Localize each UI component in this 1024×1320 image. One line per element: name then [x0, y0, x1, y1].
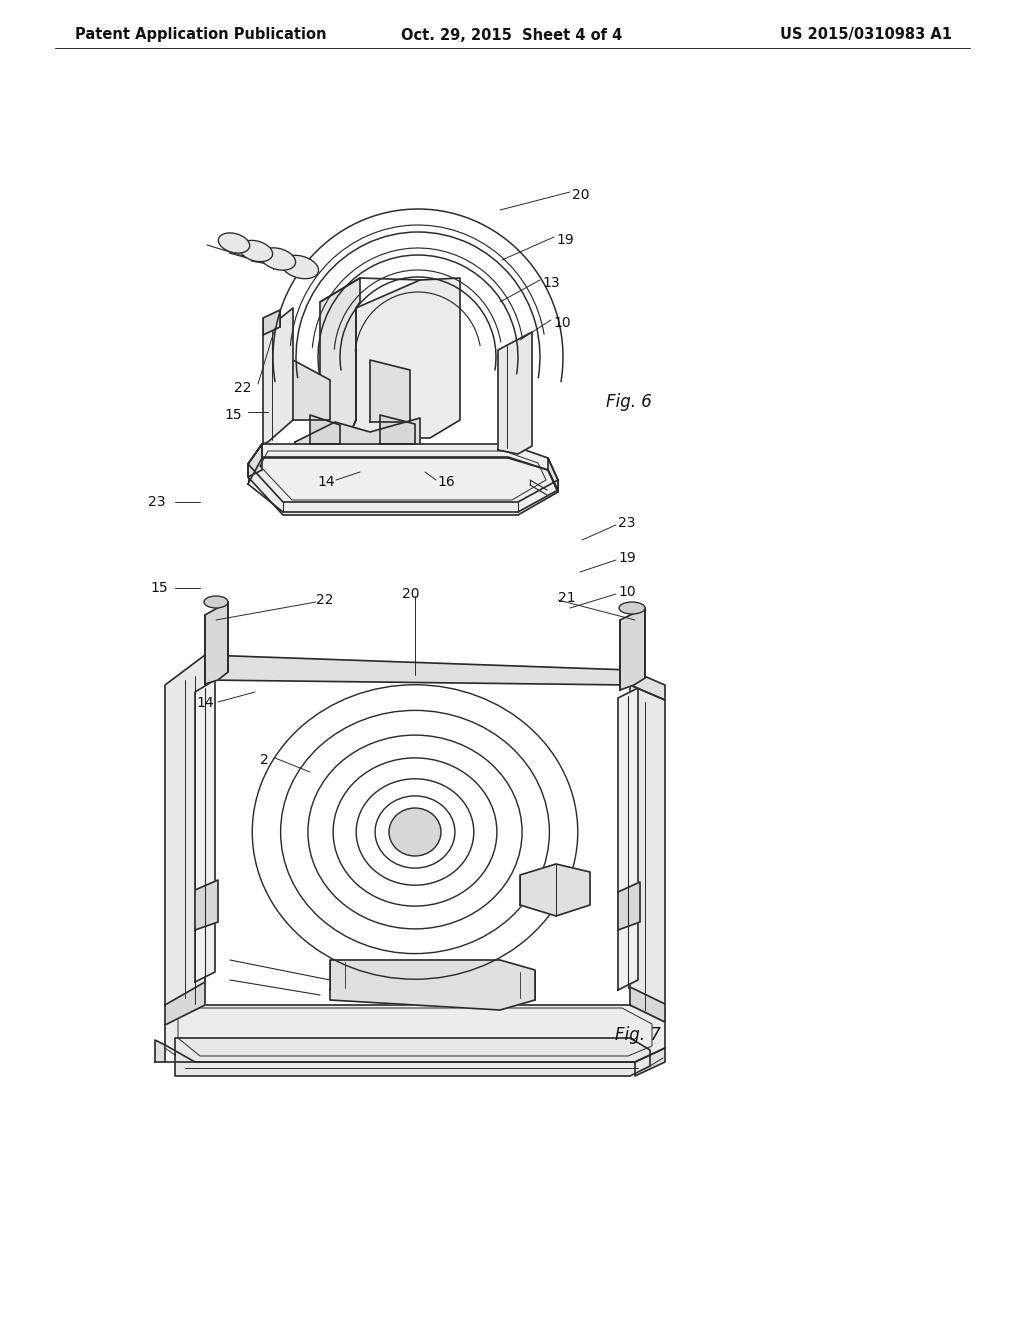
- Text: 15: 15: [150, 581, 168, 595]
- Text: 20: 20: [572, 187, 590, 202]
- Polygon shape: [630, 685, 665, 1022]
- Text: US 2015/0310983 A1: US 2015/0310983 A1: [780, 28, 952, 42]
- Polygon shape: [548, 458, 558, 492]
- Polygon shape: [205, 602, 228, 684]
- Polygon shape: [293, 360, 330, 420]
- Polygon shape: [348, 279, 460, 438]
- Polygon shape: [620, 609, 645, 690]
- Polygon shape: [630, 987, 665, 1022]
- Polygon shape: [155, 1040, 165, 1063]
- Polygon shape: [330, 960, 535, 1010]
- Text: 22: 22: [234, 381, 252, 395]
- Text: 19: 19: [556, 234, 573, 247]
- Polygon shape: [165, 655, 205, 1005]
- Text: Patent Application Publication: Patent Application Publication: [75, 28, 327, 42]
- Polygon shape: [195, 880, 218, 931]
- Polygon shape: [520, 865, 590, 916]
- Polygon shape: [263, 308, 293, 444]
- Polygon shape: [635, 1048, 665, 1076]
- Ellipse shape: [389, 808, 441, 855]
- Text: Fig. 7: Fig. 7: [615, 1026, 660, 1044]
- Polygon shape: [310, 414, 340, 444]
- Ellipse shape: [218, 232, 250, 253]
- Polygon shape: [248, 444, 558, 502]
- Text: 23: 23: [148, 495, 166, 510]
- Polygon shape: [380, 414, 415, 444]
- Text: 2: 2: [260, 752, 268, 767]
- Text: 22: 22: [316, 593, 334, 607]
- Polygon shape: [295, 418, 420, 444]
- Text: 21: 21: [558, 591, 575, 605]
- Ellipse shape: [282, 255, 318, 279]
- Polygon shape: [205, 655, 665, 700]
- Text: 20: 20: [402, 587, 420, 601]
- Polygon shape: [370, 360, 410, 422]
- Text: 10: 10: [618, 585, 636, 599]
- Polygon shape: [263, 310, 280, 335]
- Polygon shape: [248, 444, 558, 515]
- Text: 13: 13: [542, 276, 560, 290]
- Text: 23: 23: [618, 516, 636, 531]
- Polygon shape: [195, 680, 215, 982]
- Polygon shape: [165, 1005, 665, 1063]
- Text: 10: 10: [553, 315, 570, 330]
- Text: 15: 15: [224, 408, 242, 422]
- Polygon shape: [175, 1038, 650, 1076]
- Ellipse shape: [204, 597, 228, 609]
- Ellipse shape: [240, 240, 272, 261]
- Ellipse shape: [618, 602, 645, 614]
- Text: Oct. 29, 2015  Sheet 4 of 4: Oct. 29, 2015 Sheet 4 of 4: [401, 28, 623, 42]
- Polygon shape: [498, 333, 532, 454]
- Polygon shape: [618, 882, 640, 931]
- Polygon shape: [319, 279, 360, 442]
- Ellipse shape: [260, 248, 296, 271]
- Text: 16: 16: [437, 475, 455, 488]
- Polygon shape: [618, 688, 638, 990]
- Text: Fig. 6: Fig. 6: [606, 393, 652, 411]
- Polygon shape: [248, 444, 262, 477]
- Polygon shape: [165, 982, 205, 1026]
- Text: 14: 14: [317, 475, 335, 488]
- Text: 14: 14: [196, 696, 214, 710]
- Text: 19: 19: [618, 550, 636, 565]
